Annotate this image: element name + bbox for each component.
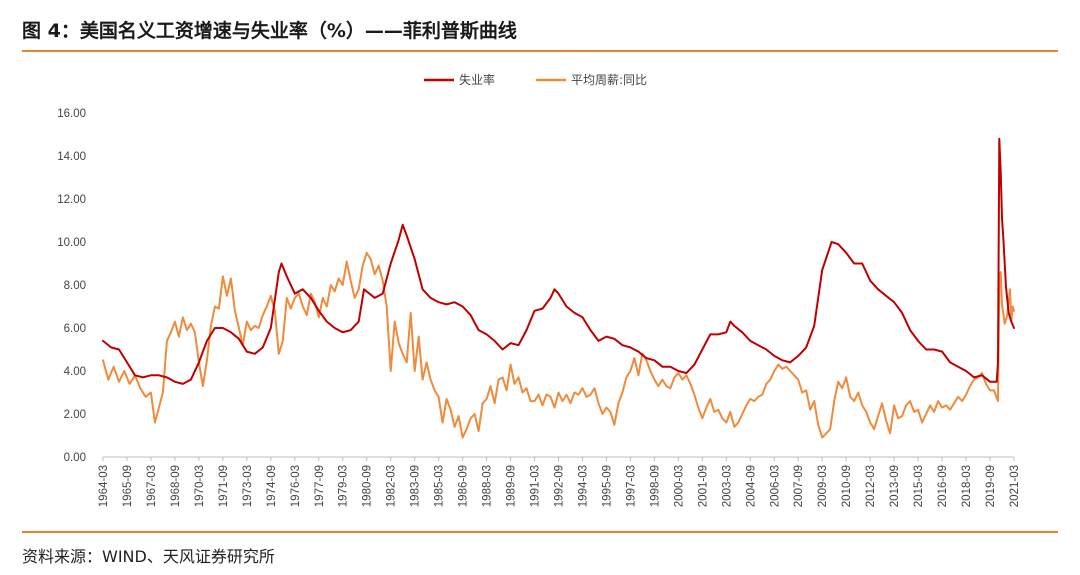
- y-tick-label: 2.00: [64, 409, 86, 421]
- x-tick-label: 1976-03: [290, 465, 302, 507]
- y-tick-label: 0.00: [64, 452, 86, 464]
- line-chart: 失业率 平均周薪:同比 0.00 2.00 4.00 6.00 8.00 10.00 12.0…: [57, 72, 1021, 507]
- y-tick-label: 16.00: [57, 108, 86, 120]
- x-tick-label: 2000-03: [673, 465, 685, 507]
- legend-label: 失业率: [459, 72, 495, 87]
- x-tick-label: 2016-09: [937, 465, 949, 507]
- x-tick-label: 2012-03: [865, 465, 877, 507]
- x-tick-label: 1979-03: [338, 465, 350, 507]
- y-tick-label: 4.00: [64, 366, 86, 378]
- x-tick-label: 1986-09: [458, 465, 470, 507]
- x-tick-label: 2006-03: [769, 465, 781, 507]
- source-note: 资料来源：WIND、天风证券研究所: [22, 547, 275, 566]
- x-tick-label: 1992-09: [554, 465, 566, 507]
- x-tick-label: 2015-03: [913, 465, 925, 507]
- legend-item-wage-yoy: 平均周薪:同比: [536, 73, 647, 87]
- x-tick-label: 1974-09: [266, 465, 278, 507]
- x-tick-label: 1973-03: [242, 465, 254, 507]
- x-tick-label: 1997-03: [625, 465, 637, 507]
- x-tick-label: 2018-03: [961, 465, 973, 507]
- x-tick-label: 2013-09: [889, 465, 901, 507]
- x-tick-label: 1980-09: [362, 465, 374, 507]
- x-tick-label: 1994-03: [577, 465, 589, 507]
- x-tick-label: 1967-03: [146, 465, 158, 507]
- series-line-wage-yoy: [102, 251, 1015, 439]
- series-line-unemployment: [102, 137, 1015, 385]
- x-tick-label: 2021-03: [1009, 465, 1021, 507]
- figure-title: 图 4：美国名义工资增速与失业率（%）——菲利普斯曲线: [22, 20, 517, 42]
- x-tick-label: 1995-09: [601, 465, 613, 507]
- x-tick-label: 2007-09: [793, 465, 805, 507]
- x-tick-label: 1989-09: [506, 465, 518, 507]
- y-tick-label: 8.00: [64, 280, 86, 292]
- x-tick-label: 2019-09: [985, 465, 997, 507]
- y-tick-label: 6.00: [64, 323, 86, 335]
- x-tick-label: 2004-09: [745, 465, 757, 507]
- legend-label: 平均周薪:同比: [571, 73, 647, 87]
- x-tick-label: 1964-03: [98, 465, 110, 507]
- footer-divider: [22, 531, 1058, 533]
- x-tick-label: 1970-03: [194, 465, 206, 507]
- y-axis: 0.00 2.00 4.00 6.00 8.00 10.00 12.00 14.00 16.00: [57, 108, 86, 464]
- x-tick-label: 1983-09: [410, 465, 422, 507]
- x-axis: 1964-03 1965-09 1967-03 1968-09 1970-03 1971-…: [98, 456, 1021, 507]
- x-tick-label: 2010-09: [841, 465, 853, 507]
- legend-item-unemployment: 失业率: [424, 72, 495, 87]
- series-lines: [102, 137, 1015, 439]
- x-tick-label: 1982-03: [386, 465, 398, 507]
- x-tick-label: 1977-09: [314, 465, 326, 507]
- y-tick-label: 12.00: [57, 194, 86, 206]
- x-tick-label: 1968-09: [170, 465, 182, 507]
- x-tick-label: 1988-03: [482, 465, 494, 507]
- x-tick-label: 2009-03: [817, 465, 829, 507]
- y-tick-label: 10.00: [57, 237, 86, 249]
- chart-legend: 失业率 平均周薪:同比: [424, 72, 647, 87]
- x-tick-label: 1991-03: [530, 465, 542, 507]
- title-divider: [22, 50, 1058, 52]
- x-tick-label: 1965-09: [122, 465, 134, 507]
- x-tick-label: 2001-09: [697, 465, 709, 507]
- x-tick-label: 1971-09: [218, 465, 230, 507]
- y-tick-label: 14.00: [57, 151, 86, 163]
- x-tick-label: 2003-03: [721, 465, 733, 507]
- x-tick-label: 1985-03: [434, 465, 446, 507]
- x-tick-label: 1998-09: [649, 465, 661, 507]
